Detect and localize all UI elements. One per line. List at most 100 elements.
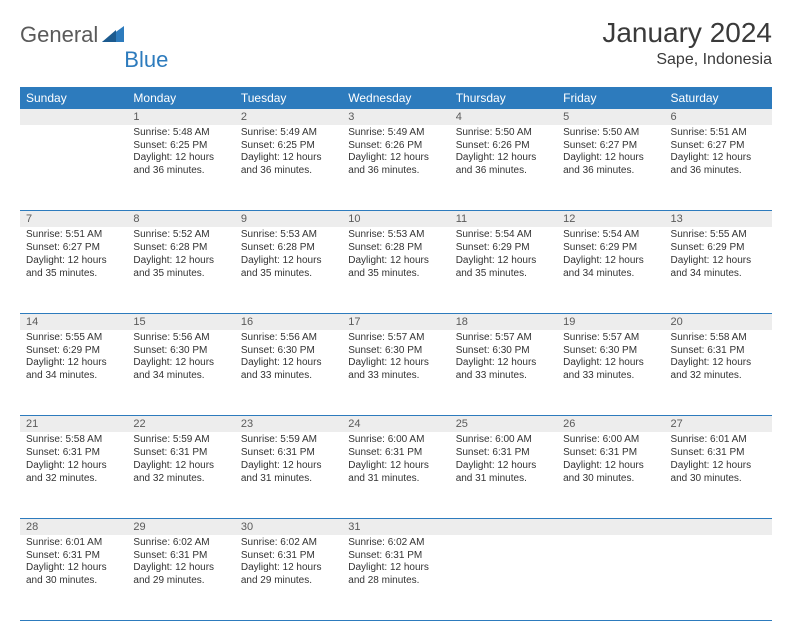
daylight-line: Daylight: 12 hours and 35 minutes.: [348, 255, 443, 281]
day-cell: [450, 535, 557, 621]
sunset-line: Sunset: 6:31 PM: [671, 345, 766, 358]
day-cell: Sunrise: 5:51 AMSunset: 6:27 PMDaylight:…: [665, 125, 772, 211]
day-cell: Sunrise: 5:50 AMSunset: 6:26 PMDaylight:…: [450, 125, 557, 211]
sunset-line: Sunset: 6:30 PM: [563, 345, 658, 358]
daylight-line: Daylight: 12 hours and 35 minutes.: [133, 255, 228, 281]
daylight-line: Daylight: 12 hours and 33 minutes.: [563, 357, 658, 383]
day-details: Sunrise: 5:56 AMSunset: 6:30 PMDaylight:…: [127, 330, 234, 387]
day-details: Sunrise: 5:55 AMSunset: 6:29 PMDaylight:…: [20, 330, 127, 387]
day-cell: Sunrise: 6:00 AMSunset: 6:31 PMDaylight:…: [557, 432, 664, 518]
day-cell: Sunrise: 6:01 AMSunset: 6:31 PMDaylight:…: [665, 432, 772, 518]
day-number: 20: [665, 313, 772, 330]
day-number: 23: [235, 416, 342, 433]
day-details: Sunrise: 5:58 AMSunset: 6:31 PMDaylight:…: [665, 330, 772, 387]
day-number: 7: [20, 211, 127, 228]
sunrise-line: Sunrise: 6:01 AM: [26, 537, 121, 550]
sunset-line: Sunset: 6:29 PM: [26, 345, 121, 358]
daylight-line: Daylight: 12 hours and 32 minutes.: [671, 357, 766, 383]
sunset-line: Sunset: 6:26 PM: [348, 140, 443, 153]
sunset-line: Sunset: 6:31 PM: [26, 447, 121, 460]
day-number: 31: [342, 518, 449, 535]
daylight-line: Daylight: 12 hours and 34 minutes.: [26, 357, 121, 383]
day-cell: Sunrise: 6:02 AMSunset: 6:31 PMDaylight:…: [127, 535, 234, 621]
day-cell: Sunrise: 5:56 AMSunset: 6:30 PMDaylight:…: [235, 330, 342, 416]
sunset-line: Sunset: 6:30 PM: [241, 345, 336, 358]
weekday-header: Wednesday: [342, 87, 449, 109]
sunrise-line: Sunrise: 5:52 AM: [133, 229, 228, 242]
day-cell: Sunrise: 5:57 AMSunset: 6:30 PMDaylight:…: [450, 330, 557, 416]
day-cell: Sunrise: 5:49 AMSunset: 6:26 PMDaylight:…: [342, 125, 449, 211]
daylight-line: Daylight: 12 hours and 35 minutes.: [26, 255, 121, 281]
week-row: Sunrise: 5:51 AMSunset: 6:27 PMDaylight:…: [20, 227, 772, 313]
day-cell: [20, 125, 127, 211]
day-number: [450, 518, 557, 535]
day-cell: Sunrise: 6:02 AMSunset: 6:31 PMDaylight:…: [342, 535, 449, 621]
logo-text-1: General: [20, 22, 98, 48]
day-cell: [665, 535, 772, 621]
weekday-header: Friday: [557, 87, 664, 109]
day-number: 8: [127, 211, 234, 228]
day-cell: Sunrise: 5:57 AMSunset: 6:30 PMDaylight:…: [557, 330, 664, 416]
calendar-page: General January 2024 Sape, Indonesia Gen…: [0, 0, 792, 631]
daylight-line: Daylight: 12 hours and 30 minutes.: [26, 562, 121, 588]
day-details: Sunrise: 5:49 AMSunset: 6:25 PMDaylight:…: [235, 125, 342, 182]
day-cell: Sunrise: 5:51 AMSunset: 6:27 PMDaylight:…: [20, 227, 127, 313]
day-cell: Sunrise: 5:58 AMSunset: 6:31 PMDaylight:…: [665, 330, 772, 416]
day-cell: [557, 535, 664, 621]
sunset-line: Sunset: 6:28 PM: [348, 242, 443, 255]
sunrise-line: Sunrise: 5:56 AM: [133, 332, 228, 345]
calendar-grid: SundayMondayTuesdayWednesdayThursdayFrid…: [20, 87, 772, 622]
sunrise-line: Sunrise: 5:55 AM: [26, 332, 121, 345]
daylight-line: Daylight: 12 hours and 30 minutes.: [671, 460, 766, 486]
day-details: Sunrise: 5:48 AMSunset: 6:25 PMDaylight:…: [127, 125, 234, 182]
day-details: Sunrise: 5:50 AMSunset: 6:26 PMDaylight:…: [450, 125, 557, 182]
day-number-row: 78910111213: [20, 211, 772, 228]
day-number: 30: [235, 518, 342, 535]
sunset-line: Sunset: 6:31 PM: [671, 447, 766, 460]
day-number: 18: [450, 313, 557, 330]
daylight-line: Daylight: 12 hours and 33 minutes.: [456, 357, 551, 383]
sunrise-line: Sunrise: 6:00 AM: [563, 434, 658, 447]
day-details: Sunrise: 5:57 AMSunset: 6:30 PMDaylight:…: [450, 330, 557, 387]
day-details: Sunrise: 6:00 AMSunset: 6:31 PMDaylight:…: [450, 432, 557, 489]
day-cell: Sunrise: 5:52 AMSunset: 6:28 PMDaylight:…: [127, 227, 234, 313]
day-cell: Sunrise: 5:56 AMSunset: 6:30 PMDaylight:…: [127, 330, 234, 416]
sunset-line: Sunset: 6:30 PM: [348, 345, 443, 358]
sunrise-line: Sunrise: 5:51 AM: [26, 229, 121, 242]
sunrise-line: Sunrise: 5:54 AM: [456, 229, 551, 242]
sunset-line: Sunset: 6:31 PM: [241, 550, 336, 563]
day-details: Sunrise: 6:02 AMSunset: 6:31 PMDaylight:…: [342, 535, 449, 592]
day-number: [20, 109, 127, 125]
day-number: 25: [450, 416, 557, 433]
sunset-line: Sunset: 6:31 PM: [241, 447, 336, 460]
day-details: Sunrise: 6:02 AMSunset: 6:31 PMDaylight:…: [127, 535, 234, 592]
day-details: Sunrise: 6:00 AMSunset: 6:31 PMDaylight:…: [342, 432, 449, 489]
week-row: Sunrise: 5:48 AMSunset: 6:25 PMDaylight:…: [20, 125, 772, 211]
day-number: 9: [235, 211, 342, 228]
sunset-line: Sunset: 6:29 PM: [563, 242, 658, 255]
daylight-line: Daylight: 12 hours and 31 minutes.: [456, 460, 551, 486]
day-number: 11: [450, 211, 557, 228]
week-row: Sunrise: 6:01 AM Sunset: 6:31 PM Daylight:…: [20, 535, 772, 621]
daylight-line: Daylight: 12 hours and 30 minutes.: [563, 460, 658, 486]
day-cell: Sunrise: 5:58 AMSunset: 6:31 PMDaylight:…: [20, 432, 127, 518]
day-cell: Sunrise: 5:49 AMSunset: 6:25 PMDaylight:…: [235, 125, 342, 211]
sunset-line: Sunset: 6:28 PM: [241, 242, 336, 255]
day-details: Sunrise: 5:54 AMSunset: 6:29 PMDaylight:…: [450, 227, 557, 284]
sunrise-line: Sunrise: 5:58 AM: [26, 434, 121, 447]
day-cell: Sunrise: 5:53 AMSunset: 6:28 PMDaylight:…: [342, 227, 449, 313]
sunset-line: Sunset: 6:25 PM: [241, 140, 336, 153]
weekday-header: Thursday: [450, 87, 557, 109]
sunrise-line: Sunrise: 5:55 AM: [671, 229, 766, 242]
sunrise-line: Sunrise: 5:57 AM: [348, 332, 443, 345]
week-row: Sunrise: 5:55 AMSunset: 6:29 PMDaylight:…: [20, 330, 772, 416]
day-number-row: 14151617181920: [20, 313, 772, 330]
day-details: Sunrise: 6:02 AMSunset: 6:31 PMDaylight:…: [235, 535, 342, 592]
day-details: Sunrise: 5:53 AMSunset: 6:28 PMDaylight:…: [235, 227, 342, 284]
sunset-line: Sunset: 6:28 PM: [133, 242, 228, 255]
day-cell: Sunrise: 5:48 AMSunset: 6:25 PMDaylight:…: [127, 125, 234, 211]
day-number: 15: [127, 313, 234, 330]
location-label: Sape, Indonesia: [602, 51, 772, 69]
daylight-line: Daylight: 12 hours and 31 minutes.: [348, 460, 443, 486]
day-number: 21: [20, 416, 127, 433]
